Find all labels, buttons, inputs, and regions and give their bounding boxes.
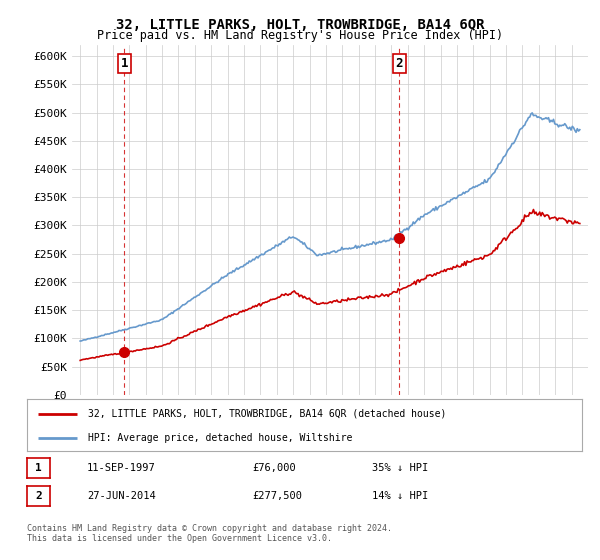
Text: 11-SEP-1997: 11-SEP-1997 [87,463,156,473]
Text: 35% ↓ HPI: 35% ↓ HPI [372,463,428,473]
Text: 27-JUN-2014: 27-JUN-2014 [87,491,156,501]
Text: 32, LITTLE PARKS, HOLT, TROWBRIDGE, BA14 6QR (detached house): 32, LITTLE PARKS, HOLT, TROWBRIDGE, BA14… [88,409,446,419]
Text: Price paid vs. HM Land Registry's House Price Index (HPI): Price paid vs. HM Land Registry's House … [97,29,503,42]
Text: HPI: Average price, detached house, Wiltshire: HPI: Average price, detached house, Wilt… [88,433,352,443]
Text: £76,000: £76,000 [252,463,296,473]
Text: £277,500: £277,500 [252,491,302,501]
Text: 1: 1 [35,463,42,473]
Text: 14% ↓ HPI: 14% ↓ HPI [372,491,428,501]
Text: 1: 1 [121,57,128,70]
Text: 2: 2 [35,491,42,501]
Text: 32, LITTLE PARKS, HOLT, TROWBRIDGE, BA14 6QR: 32, LITTLE PARKS, HOLT, TROWBRIDGE, BA14… [116,18,484,32]
Text: 2: 2 [396,57,403,70]
Text: Contains HM Land Registry data © Crown copyright and database right 2024.
This d: Contains HM Land Registry data © Crown c… [27,524,392,543]
